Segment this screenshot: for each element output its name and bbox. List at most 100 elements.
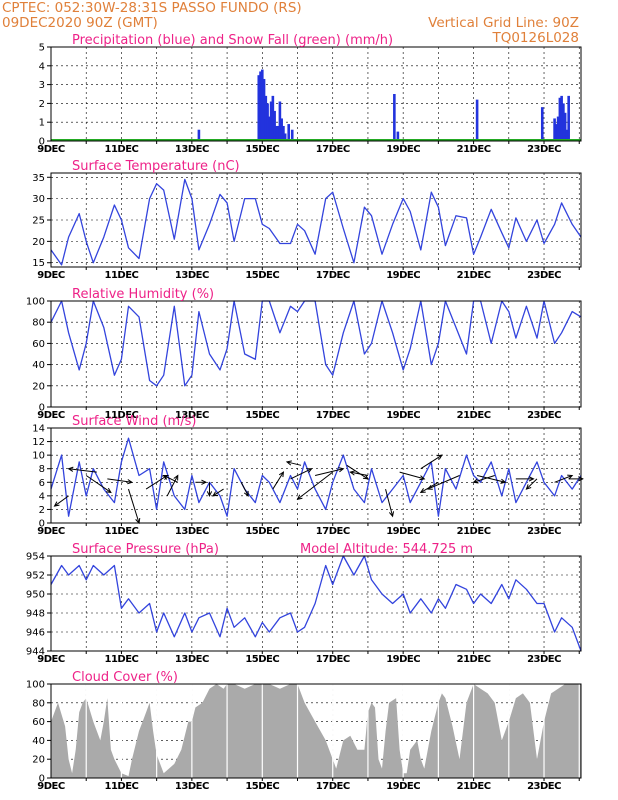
header: CPTEC: 052:30W-28:31S PASSO FUNDO (RS) 0…	[2, 0, 579, 46]
precip-bar	[475, 99, 479, 141]
x-tick-label: 11DEC	[104, 270, 138, 281]
y-tick-label: 0	[39, 403, 45, 414]
y-tick-label: 944	[26, 647, 45, 658]
wind-arrow-shaft	[385, 488, 394, 517]
wind-arrow	[107, 478, 134, 485]
wind-arrow	[272, 471, 285, 490]
x-tick-label: 17DEC	[316, 526, 350, 537]
x-tick-label: 19DEC	[386, 270, 420, 281]
precip-bar	[283, 133, 287, 141]
wind-arrow-shaft	[272, 471, 284, 490]
y-tick-label: 12	[32, 437, 45, 448]
wind-arrow-head	[500, 478, 507, 484]
series-line	[50, 555, 582, 652]
panel-1: 0 1 2 3 4 5 9DEC 11DEC 13DEC 15DEC 17DEC 19DEC 21DEC…	[37, 33, 582, 155]
precip-bar	[273, 110, 276, 141]
panel-5: 944 946 948 950 952 954 9DEC 11DEC 13DEC 15DEC 17D…	[26, 542, 582, 665]
x-tick-label: 23DEC	[527, 270, 561, 281]
x-tick-label: 17DEC	[316, 144, 350, 155]
wind-arrow	[166, 474, 179, 497]
y-tick-label: 60	[32, 717, 45, 728]
wind-arrow-head	[212, 491, 219, 497]
wind-arrow	[206, 482, 213, 498]
precip-bar	[259, 71, 262, 141]
wind-arrow-head	[127, 479, 134, 485]
precip-bar	[271, 95, 275, 141]
panel-2: 15 20 25 30 35 9DEC 11DEC 13DEC 15DEC 17DEC 19DEC 2…	[32, 159, 582, 281]
wind-arrow	[554, 474, 574, 483]
x-tick-label: 9DEC	[37, 526, 65, 537]
wind-arrow	[420, 454, 443, 470]
y-tick-label: 6	[39, 478, 45, 489]
wind-arrow-head	[67, 466, 74, 472]
x-tick-label: 9DEC	[37, 144, 65, 155]
y-tick-label: 0	[39, 774, 45, 785]
precip-bar	[287, 124, 291, 141]
x-tick-label: 21DEC	[457, 781, 491, 792]
y-tick-label: 25	[32, 216, 45, 227]
y-tick-label: 60	[32, 339, 45, 350]
x-tick-label: 9DEC	[37, 654, 65, 665]
x-tick-label: 21DEC	[457, 410, 491, 421]
plot-area	[51, 47, 581, 141]
y-tick-label: 1	[39, 118, 45, 129]
precip-bar	[197, 129, 201, 141]
wind-arrow-shaft	[286, 461, 302, 466]
y-tick-label: 2	[39, 99, 45, 110]
wind-arrow-shaft	[554, 475, 573, 483]
y-tick-label: 2	[39, 505, 45, 516]
wind-arrow-shaft	[420, 454, 443, 470]
precip-bar	[275, 125, 278, 141]
y-tick-label: 35	[32, 173, 45, 184]
wind-arrow-head	[338, 467, 345, 473]
precip-bar	[262, 78, 266, 141]
wind-arrow-shaft	[476, 475, 506, 483]
wind-arrow	[525, 478, 538, 490]
y-tick-label: 0	[39, 137, 45, 148]
x-tick-label: 13DEC	[175, 654, 209, 665]
panel-annotation: Model Altitude: 544.725 m	[300, 542, 473, 557]
wind-arrow	[568, 476, 584, 482]
wind-arrow-head	[349, 470, 356, 476]
wind-arrow-head	[105, 487, 112, 494]
x-tick-label: 15DEC	[245, 144, 279, 155]
wind-arrow	[399, 471, 426, 481]
x-tick-label: 15DEC	[245, 270, 279, 281]
precip-bar	[282, 125, 285, 141]
wind-arrow	[162, 474, 178, 483]
wind-arrow-head	[578, 476, 584, 482]
plot-area	[51, 556, 581, 651]
wind-arrow	[290, 468, 313, 480]
wind-arrow-shaft	[54, 495, 69, 507]
x-tick-label: 21DEC	[457, 144, 491, 155]
wind-arrow-shaft	[473, 475, 495, 483]
precip-bar	[563, 112, 567, 141]
wind-arrow-shaft	[526, 478, 538, 490]
y-tick-label: 20	[32, 381, 45, 392]
x-tick-label: 9DEC	[37, 410, 65, 421]
wind-arrow-shaft	[68, 468, 97, 473]
x-tick-label: 23DEC	[527, 781, 561, 792]
wind-arrow-shaft	[427, 475, 460, 490]
precip-bar	[558, 97, 562, 141]
x-tick-label: 23DEC	[527, 144, 561, 155]
panel-4: 0 2 4 6 8 10 12 14 9DEC 11DEC 13DEC 15DEC 17DEC 19DEC…	[32, 414, 584, 537]
series-line	[50, 437, 582, 517]
precip-bar	[553, 118, 556, 141]
series-line	[50, 178, 582, 266]
wind-arrow-head	[173, 474, 179, 481]
y-tick-label: 20	[32, 237, 45, 248]
wind-arrow-shaft	[166, 475, 179, 497]
precip-bar	[266, 103, 269, 141]
x-tick-label: 13DEC	[175, 781, 209, 792]
wind-arrow-shaft	[297, 471, 334, 500]
y-tick-label: 5	[39, 43, 45, 54]
x-tick-label: 17DEC	[316, 654, 350, 665]
x-tick-label: 19DEC	[386, 654, 420, 665]
panel-title: Cloud Cover (%)	[72, 670, 178, 685]
y-tick-label: 15	[32, 258, 45, 269]
wind-arrow	[212, 488, 224, 497]
wind-arrow-head	[243, 490, 249, 497]
